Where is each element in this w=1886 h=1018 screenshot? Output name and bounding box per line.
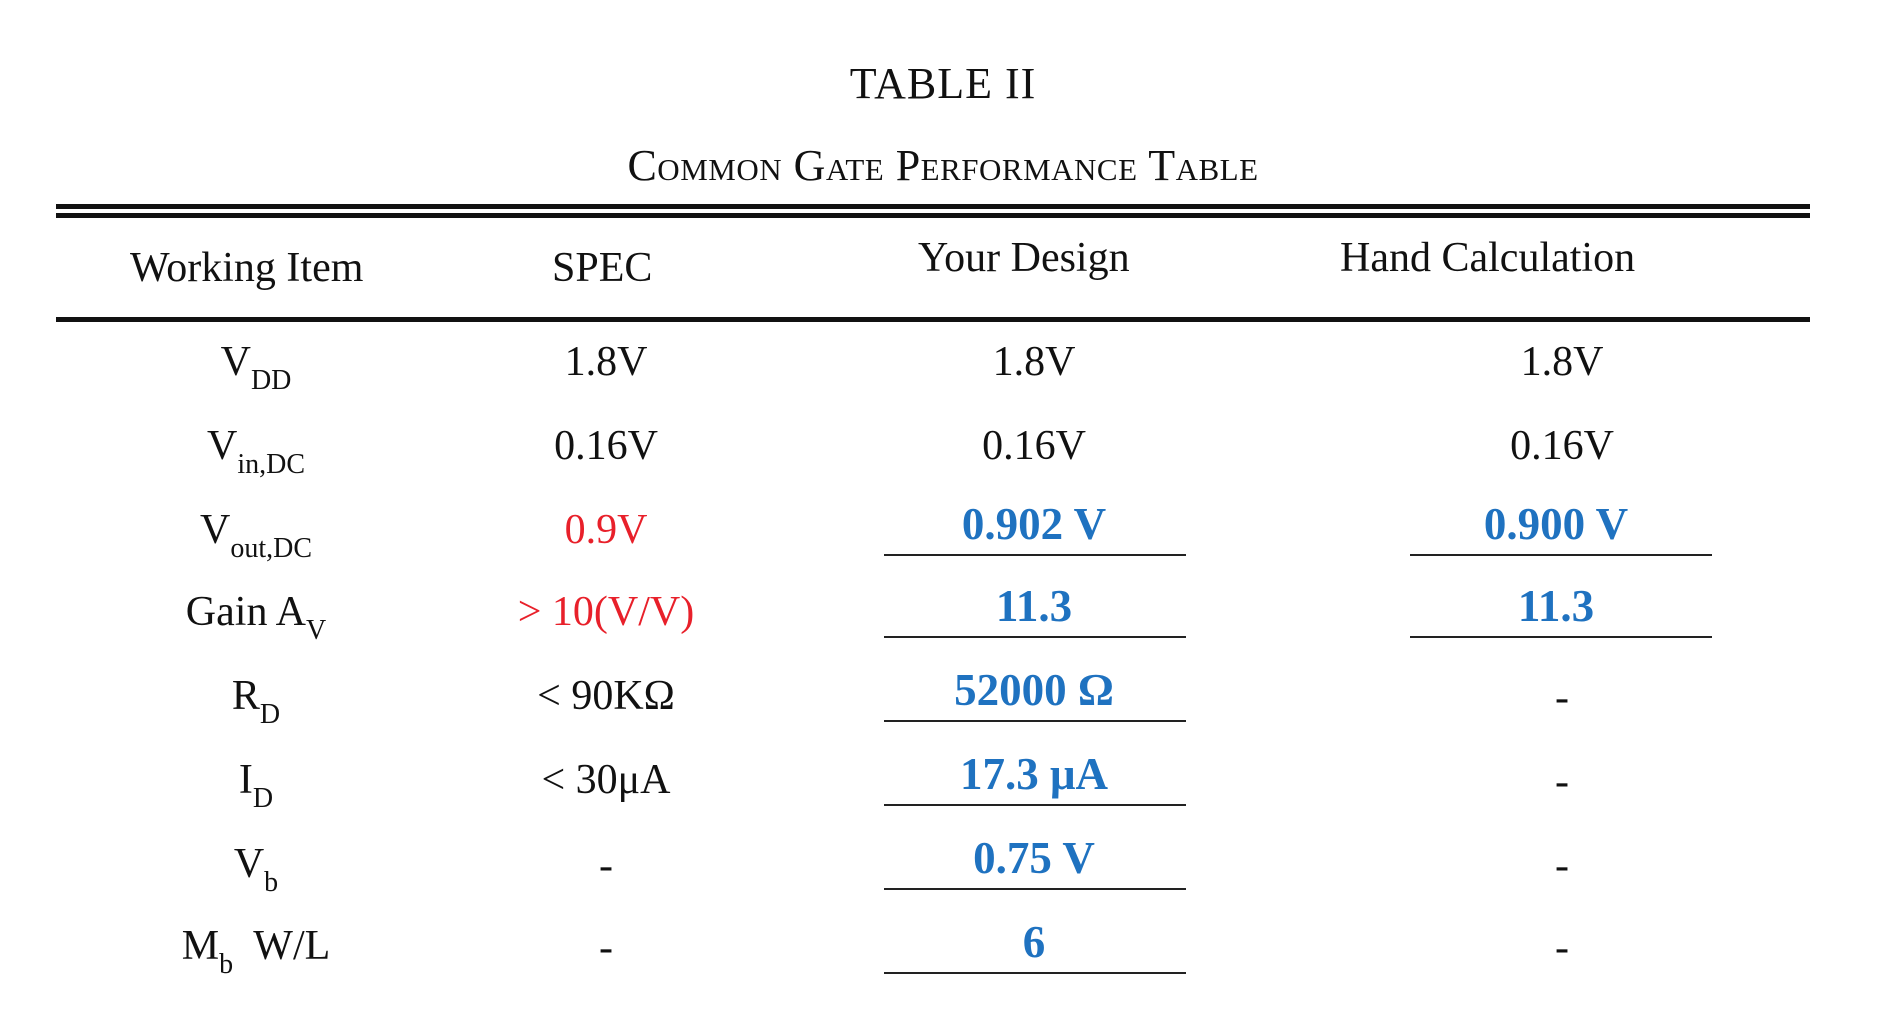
row-rd-design: 52000 Ω: [954, 664, 1114, 716]
header-hand-calculation: Hand Calculation: [1340, 234, 1635, 282]
row-vin-hand: 0.16V: [1510, 422, 1614, 470]
row-vdd-spec: 1.8V: [565, 338, 648, 386]
row-gain-spec: > 10(V/V): [518, 588, 695, 636]
row-vin-item: Vin,DC: [207, 422, 305, 470]
row-gain-design-underline: [884, 636, 1186, 638]
row-gain-hand-underline: [1410, 636, 1712, 638]
row-vb-design-underline: [884, 888, 1186, 890]
row-vdd-hand: 1.8V: [1521, 338, 1604, 386]
row-mb-design-underline: [884, 972, 1186, 974]
row-mb-spec: -: [599, 924, 613, 972]
table-subtitle: Common Gate Performance Table: [0, 140, 1886, 191]
row-vdd-item: VDD: [221, 338, 292, 386]
header-working-item: Working Item: [130, 244, 363, 292]
row-rd-item: RD: [232, 672, 280, 720]
row-rd-spec: < 90KΩ: [537, 672, 675, 720]
row-vout-spec: 0.9V: [565, 506, 648, 554]
row-mb-design: 6: [1023, 916, 1046, 968]
header-rule: [56, 317, 1810, 322]
row-gain-hand: 11.3: [1518, 580, 1594, 632]
row-id-item: ID: [239, 756, 273, 804]
row-gain-design: 11.3: [996, 580, 1072, 632]
row-vb-spec: -: [599, 842, 613, 890]
row-id-design: 17.3 μA: [960, 748, 1108, 800]
top-rule-1: [56, 204, 1810, 209]
row-mb-item: Mb W/L: [182, 922, 331, 970]
row-vdd-design: 1.8V: [993, 338, 1076, 386]
row-vb-item: Vb: [234, 840, 278, 888]
table-title: TABLE II: [0, 58, 1886, 109]
top-rule-2: [56, 213, 1810, 218]
row-vout-hand-underline: [1410, 554, 1712, 556]
row-vin-spec: 0.16V: [554, 422, 658, 470]
row-vin-design: 0.16V: [982, 422, 1086, 470]
row-vb-design: 0.75 V: [973, 832, 1095, 884]
row-vout-design-underline: [884, 554, 1186, 556]
row-id-hand: -: [1555, 758, 1569, 806]
row-id-spec: < 30μA: [541, 756, 670, 804]
row-id-design-underline: [884, 804, 1186, 806]
row-vout-design: 0.902 V: [962, 498, 1106, 550]
header-spec: SPEC: [552, 244, 652, 292]
row-rd-hand: -: [1555, 674, 1569, 722]
row-vout-hand: 0.900 V: [1484, 498, 1628, 550]
row-vout-item: Vout,DC: [200, 506, 312, 554]
row-mb-hand: -: [1555, 924, 1569, 972]
row-gain-item: Gain AV: [186, 588, 326, 636]
row-vb-hand: -: [1555, 842, 1569, 890]
header-your-design: Your Design: [918, 234, 1130, 282]
row-rd-design-underline: [884, 720, 1186, 722]
